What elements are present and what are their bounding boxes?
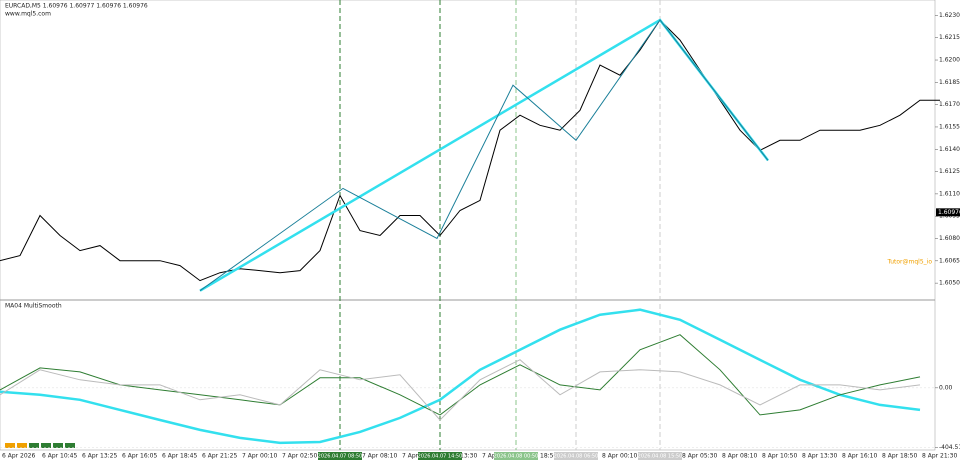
y-tick-label: 1.62150 (939, 34, 960, 41)
x-tick-label: 6 Apr 16:05 (122, 453, 157, 460)
marker-label: 2026.04.08 15:50 (638, 454, 683, 460)
button[interactable] (65, 443, 75, 448)
series-line (199, 19, 769, 292)
series-line (0, 19, 940, 282)
marker-box (554, 452, 598, 460)
marker-label: 2026.04.07 08:50 (318, 454, 363, 460)
x-tick-label: 8 Apr 16:10 (842, 453, 877, 460)
y-tick-label: -404.5108 (939, 444, 960, 451)
x-tick-label: 8 Apr 00:10 (602, 453, 637, 460)
marker-label: 2026.04.08 00:50 (494, 454, 539, 460)
marker-label: 2026.04.08 06:50 (554, 454, 599, 460)
y-tick-label: 1.61250 (939, 168, 960, 175)
series-line (0, 359, 921, 421)
y-tick-label: 1.60800 (939, 235, 960, 242)
y-tick-label: 1.61850 (939, 79, 960, 86)
x-tick-label: 8 Apr 13:30 (802, 453, 837, 460)
x-tick-label: 7 Apr 18:50 (522, 453, 557, 460)
plot-frame (0, 0, 936, 451)
price-label: 1.60976 (938, 209, 960, 216)
x-tick-label: 7 Apr 08:10 (362, 453, 397, 460)
y-tick-label: 1.60650 (939, 257, 960, 264)
y-tick-label: 1.61100 (939, 190, 960, 197)
price-box (936, 208, 960, 217)
x-tick-label: 8 Apr 21:30 (922, 453, 957, 460)
chart-title: EURCAD,M5 1.60976 1.60977 1.60976 1.6097… (5, 3, 148, 10)
marker-box (318, 452, 362, 460)
y-tick-label: 1.62300 (939, 12, 960, 19)
y-tick-label: 1.61550 (939, 123, 960, 130)
button[interactable] (29, 443, 39, 448)
chart-subtitle: www.mql5.com (5, 11, 51, 18)
buttons[interactable] (5, 443, 75, 448)
y-tick-label: 1.62000 (939, 57, 960, 64)
x-tick-label: 7 Apr 02:50 (282, 453, 317, 460)
x-tick-label: 8 Apr 10:50 (762, 453, 797, 460)
x-tick-label: 6 Apr 2026 (2, 453, 35, 460)
button[interactable] (5, 443, 15, 448)
x-tick-label: 6 Apr 13:25 (82, 453, 117, 460)
x-tick-label: 6 Apr 21:25 (202, 453, 237, 460)
x-tick-label: 6 Apr 18:45 (162, 453, 197, 460)
y-tick-label: 1.61400 (939, 146, 960, 153)
annotation: Tutor@mql5_io (886, 259, 932, 266)
y-tick-label: 0.00 (939, 384, 953, 391)
button[interactable] (41, 443, 51, 448)
y-tick-label: 1.60500 (939, 280, 960, 287)
x-tick-label: 8 Apr 08:10 (722, 453, 757, 460)
button[interactable] (53, 443, 63, 448)
x-tick-label: 8 Apr 18:50 (882, 453, 917, 460)
indicator-title: MA04 MultiSmooth (5, 303, 62, 310)
x-tick-label: 8 Apr 05:30 (682, 453, 717, 460)
x-tick-label: 6 Apr 10:45 (42, 453, 77, 460)
marker-label: 2026.04.07 14:50 (418, 454, 463, 460)
button[interactable] (17, 443, 27, 448)
marker-box (418, 452, 462, 460)
series-line (0, 308, 921, 445)
x-tick-label: 7 Apr 00:10 (242, 453, 277, 460)
marker-box (494, 452, 538, 460)
marker-box (638, 452, 682, 460)
y-tick-label: 1.61700 (939, 101, 960, 108)
